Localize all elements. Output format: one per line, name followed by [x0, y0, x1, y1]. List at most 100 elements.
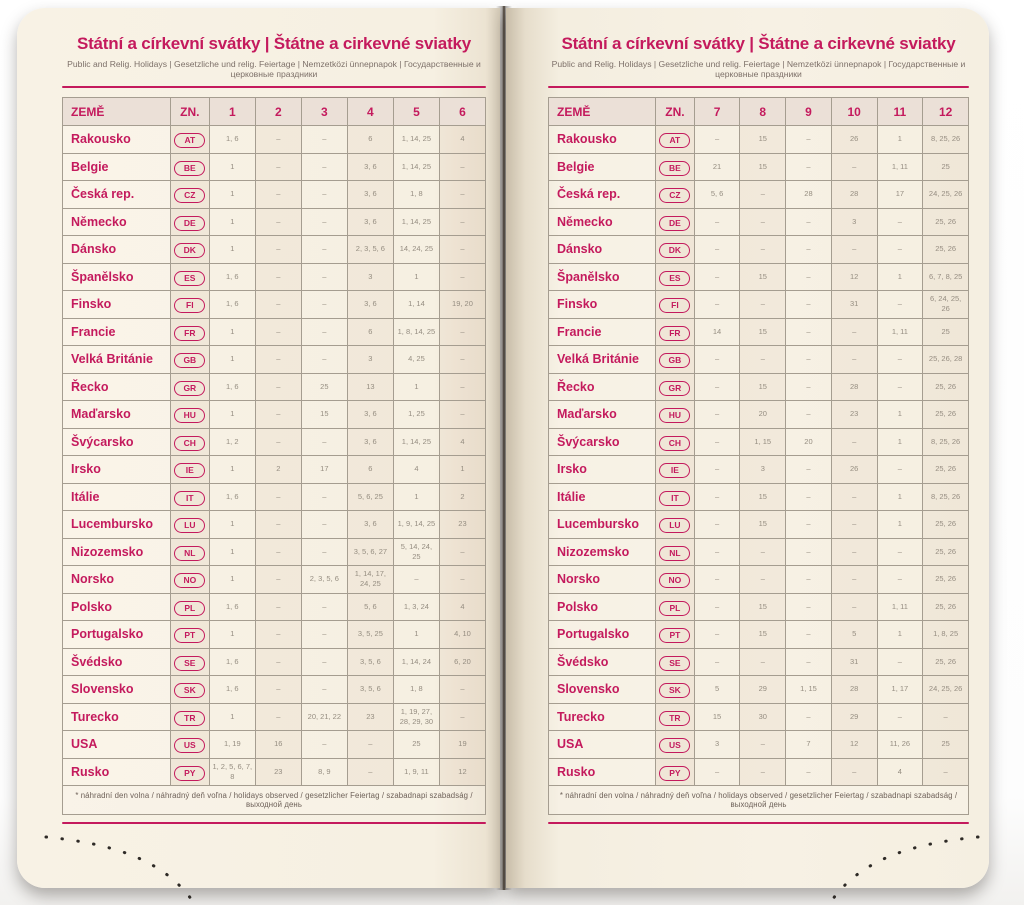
- country-row: Lucembursko LU –15– –1 25, 26: [547, 510, 969, 539]
- holiday-days-cell: –: [254, 510, 302, 539]
- holiday-days-cell: 3, 5, 6: [346, 675, 394, 704]
- country-name: Polsko: [62, 592, 171, 621]
- country-code-badge: HU: [659, 408, 691, 424]
- country-code-cell: IE: [655, 455, 695, 484]
- holiday-days-cell: –: [785, 400, 832, 429]
- holiday-days-cell: 15: [300, 400, 348, 429]
- holiday-days-cell: –: [785, 262, 832, 291]
- page-title: Státní a církevní svátky | Štátne a cirk…: [561, 34, 956, 53]
- holiday-days-cell: –: [785, 565, 832, 594]
- holiday-days-cell: –: [346, 730, 394, 759]
- holiday-days-cell: 1, 25: [392, 400, 440, 429]
- holiday-days-cell: 25, 26: [922, 537, 969, 566]
- country-code-badge: TR: [659, 710, 691, 726]
- holiday-days-cell: –: [693, 235, 741, 264]
- holiday-days-cell: 1: [392, 482, 440, 511]
- title-rule: [62, 86, 486, 88]
- column-header-month: 12: [922, 97, 969, 126]
- country-name: Švédsko: [62, 647, 171, 676]
- country-name: Finsko: [62, 290, 171, 319]
- country-row: Slovensko SK 1, 6– –3, 5, 6 1, 8–: [62, 675, 487, 704]
- country-code-badge: NO: [659, 573, 691, 589]
- holiday-days-cell: 1, 19, 27, 28, 29, 30: [392, 702, 440, 731]
- holiday-days-cell: –: [785, 592, 832, 621]
- country-name: Řecko: [62, 372, 171, 401]
- holiday-days-cell: 4: [438, 125, 487, 154]
- holiday-days-cell: 2, 3, 5, 6: [300, 565, 348, 594]
- holiday-days-cell: 3, 6: [346, 427, 394, 456]
- country-code-badge: CZ: [659, 188, 691, 204]
- country-code-cell: AT: [655, 125, 695, 154]
- holiday-days-cell: 1: [208, 317, 256, 346]
- holiday-days-cell: –: [830, 317, 878, 346]
- country-code-cell: CZ: [169, 180, 210, 209]
- country-code-badge: FI: [659, 298, 691, 314]
- holiday-days-cell: 15: [739, 592, 787, 621]
- country-row: Irsko IE 1 2 17 6 4 1: [62, 455, 487, 484]
- holiday-days-cell: 17: [876, 180, 924, 209]
- country-name: Itálie: [547, 482, 657, 511]
- holiday-days-cell: –: [830, 537, 878, 566]
- holiday-days-cell: 3: [346, 262, 394, 291]
- country-name: Řecko: [547, 372, 657, 401]
- holiday-days-cell: –: [876, 565, 924, 594]
- holiday-days-cell: –: [785, 620, 832, 649]
- column-header-month: 3: [300, 97, 348, 126]
- country-code-badge: IT: [174, 490, 206, 506]
- country-code-badge: TR: [174, 710, 206, 726]
- country-row: Portugalsko PT 1– –3, 5, 25 1 4, 10: [62, 620, 487, 649]
- holiday-days-cell: –: [876, 372, 924, 401]
- holiday-days-cell: 13: [346, 372, 394, 401]
- holiday-days-cell: 1, 9, 11: [392, 757, 440, 786]
- holiday-days-cell: 1, 6: [208, 647, 256, 676]
- holiday-days-cell: 23: [346, 702, 394, 731]
- holiday-days-cell: –: [300, 152, 348, 181]
- country-code-cell: FR: [169, 317, 210, 346]
- holiday-days-cell: –: [785, 152, 832, 181]
- country-code-badge: FR: [659, 325, 691, 341]
- country-row: Finsko FI 1, 6– –3, 6 1, 14 19, 20: [62, 290, 487, 319]
- holiday-days-cell: –: [254, 565, 302, 594]
- holiday-days-cell: 1, 14, 25: [392, 207, 440, 236]
- holiday-days-cell: 25: [300, 372, 348, 401]
- holiday-days-cell: –: [254, 152, 302, 181]
- holiday-days-cell: 23: [254, 757, 302, 786]
- column-header-month: 10: [830, 97, 878, 126]
- country-row: Portugalsko PT –15–5 1 1, 8, 25: [547, 620, 969, 649]
- country-code-badge: SE: [174, 655, 206, 671]
- country-code-cell: IT: [655, 482, 695, 511]
- holiday-days-cell: 1, 15: [739, 427, 787, 456]
- page-title: Státní a církevní svátky | Štátne a cirk…: [76, 34, 472, 53]
- country-code-cell: NO: [655, 565, 695, 594]
- holiday-days-cell: –: [830, 757, 878, 786]
- footnote-row: * náhradní den volna / náhradný deň voľn…: [62, 785, 486, 815]
- holiday-days-cell: 1: [876, 482, 924, 511]
- country-code-cell: FR: [655, 317, 695, 346]
- holiday-days-cell: 3, 5, 6: [346, 647, 394, 676]
- holiday-days-cell: 2, 3, 5, 6: [346, 235, 394, 264]
- country-name: Dánsko: [547, 235, 657, 264]
- holiday-days-cell: –: [876, 290, 924, 319]
- country-code-badge: US: [174, 738, 206, 754]
- column-header-code: ZN.: [655, 97, 695, 126]
- country-name: Lucembursko: [62, 510, 171, 539]
- holiday-days-cell: 1: [438, 455, 487, 484]
- holiday-days-cell: –: [254, 235, 302, 264]
- holidays-table-months-7-12: ZEMĚ ZN. 7 8 9 10 11 12 Rakousko AT –15–26 1 8, 25, …: [547, 97, 969, 815]
- holiday-days-cell: 6: [346, 455, 394, 484]
- country-row: Turecko TR 1–20, 21, 22 23 1, 19, 27, 28, 29…: [62, 702, 487, 731]
- holiday-days-cell: –: [300, 345, 348, 374]
- holiday-days-cell: –: [785, 702, 832, 731]
- country-row: Dánsko DK – – – – –25, 26: [547, 235, 969, 264]
- country-row: Maďarsko HU 1–15 3, 6 1, 25–: [62, 400, 487, 429]
- country-row: Slovensko SK 5 29 1, 15 28 1, 17 24, 25, 26: [547, 675, 969, 704]
- holiday-days-cell: 5, 6: [346, 592, 394, 621]
- holiday-days-cell: 1, 8, 14, 25: [392, 317, 440, 346]
- holiday-days-cell: 25, 26: [922, 372, 969, 401]
- country-code-badge: LU: [174, 518, 206, 534]
- holiday-days-cell: –: [785, 235, 832, 264]
- holiday-days-cell: 6, 20: [438, 647, 487, 676]
- holiday-days-cell: –: [254, 290, 302, 319]
- holiday-days-cell: –: [693, 372, 741, 401]
- holiday-days-cell: –: [830, 482, 878, 511]
